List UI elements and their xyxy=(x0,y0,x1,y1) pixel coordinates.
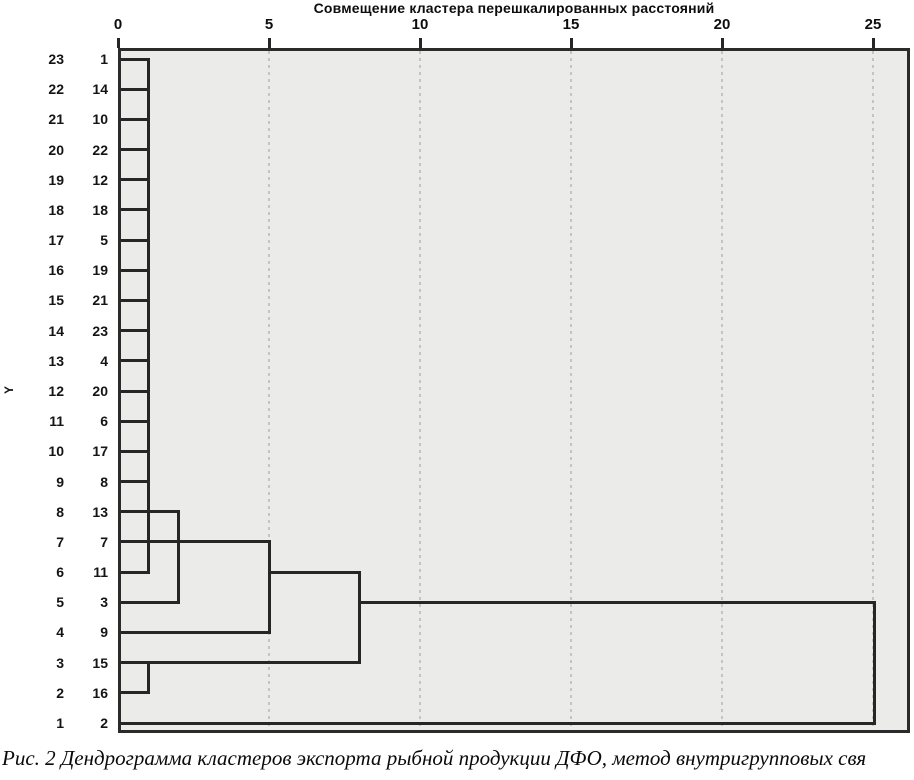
dendrogram-segment xyxy=(121,600,180,604)
dendrogram-segment xyxy=(121,419,150,423)
row-case-label: 20 xyxy=(92,383,108,399)
axis-tick-label: 25 xyxy=(864,16,882,33)
dashed-gridline xyxy=(721,51,723,730)
row-position-label: 16 xyxy=(48,262,64,279)
row-case-label: 8 xyxy=(100,473,108,490)
row-case-label: 15 xyxy=(92,654,108,671)
dendrogram-segment xyxy=(121,630,271,634)
row-position-label: 20 xyxy=(48,141,64,158)
dashed-gridline xyxy=(268,51,270,730)
dashed-gridline xyxy=(419,51,421,730)
dendrogram-segment xyxy=(121,87,150,91)
dendrogram-segment xyxy=(121,480,150,484)
row-case-label: 4 xyxy=(100,352,108,369)
dendrogram-segment xyxy=(358,600,876,604)
figure-caption: Рис. 2 Дендрограмма кластеров экспорта р… xyxy=(2,746,867,770)
row-position-label: 7 xyxy=(56,533,64,550)
dendrogram-segment xyxy=(121,570,150,574)
dendrogram-segment xyxy=(121,449,150,453)
dendrogram-segment xyxy=(121,389,150,393)
dendrogram-segment xyxy=(121,661,362,665)
row-position-label: 11 xyxy=(49,413,64,430)
row-position-label: 17 xyxy=(48,232,64,249)
dendrogram-segment xyxy=(146,57,150,574)
row-position-label: 18 xyxy=(48,201,64,218)
plot-area xyxy=(118,48,910,733)
row-case-label: 5 xyxy=(100,232,108,249)
dendrogram-segment xyxy=(121,721,876,725)
axis-tick-label: 5 xyxy=(264,16,274,33)
row-case-label: 6 xyxy=(100,413,108,430)
row-position-label: 10 xyxy=(48,443,64,460)
row-position-label: 1 xyxy=(56,715,64,731)
dendrogram-segment xyxy=(121,268,150,272)
axis-tick-label: 0 xyxy=(113,16,123,33)
row-position-label: 23 xyxy=(48,51,64,67)
row-position-label: 12 xyxy=(48,383,64,399)
row-position-label: 15 xyxy=(48,292,64,309)
row-position-label: 9 xyxy=(56,473,64,490)
row-case-label: 12 xyxy=(92,171,108,188)
row-position-label: 6 xyxy=(56,564,64,581)
dendrogram-segment xyxy=(121,329,150,333)
row-case-label: 22 xyxy=(92,141,108,158)
row-case-label: 7 xyxy=(100,533,108,550)
axis-tick-mark xyxy=(418,38,422,48)
row-position-label: 14 xyxy=(48,322,64,339)
axis-tick-label: 20 xyxy=(713,16,731,33)
axis-tick-mark xyxy=(267,38,271,48)
row-case-label: 14 xyxy=(92,81,108,98)
row-case-label: 11 xyxy=(93,564,108,581)
axis-tick-label: 15 xyxy=(562,16,580,33)
dendrogram-segment xyxy=(121,359,150,363)
dendrogram-segment xyxy=(121,298,150,302)
row-position-label: 21 xyxy=(48,111,64,128)
row-case-label: 13 xyxy=(92,503,108,520)
row-position-label: 8 xyxy=(56,503,64,520)
row-position-label: 5 xyxy=(56,594,64,611)
chart-title: Совмещение кластера перешкалированных ра… xyxy=(313,0,715,16)
dendrogram-segment xyxy=(176,510,180,604)
axis-tick-mark xyxy=(116,38,120,48)
row-position-label: 22 xyxy=(48,81,64,98)
row-case-label: 17 xyxy=(92,443,108,460)
dendrogram-segment xyxy=(267,570,362,574)
dendrogram-segment xyxy=(121,510,180,514)
row-case-label: 3 xyxy=(100,594,108,611)
dendrogram-segment xyxy=(121,148,150,152)
dashed-gridline xyxy=(570,51,572,730)
row-position-label: 13 xyxy=(48,352,64,369)
axis-tick-mark xyxy=(871,38,875,48)
dendrogram-segment xyxy=(121,238,150,242)
dashed-gridline xyxy=(872,51,874,730)
dendrogram-segment xyxy=(121,57,150,61)
dendrogram-segment xyxy=(121,117,150,121)
dendrogram-segment xyxy=(267,540,271,634)
row-case-label: 10 xyxy=(92,111,108,128)
row-case-label: 9 xyxy=(100,624,108,641)
row-case-label: 16 xyxy=(92,684,108,701)
row-case-label: 18 xyxy=(92,201,108,218)
axis-tick-label: 10 xyxy=(411,16,429,33)
row-case-label: 21 xyxy=(92,292,108,309)
row-position-label: 3 xyxy=(56,654,64,671)
axis-tick-mark xyxy=(569,38,573,48)
dendrogram-segment xyxy=(121,691,150,695)
dendrogram-segment xyxy=(121,540,271,544)
row-case-label: 1 xyxy=(100,51,108,67)
dendrogram-segment xyxy=(121,208,150,212)
dendrogram-segment xyxy=(358,570,362,665)
dendrogram-segment xyxy=(121,178,150,182)
row-case-label: 19 xyxy=(92,262,108,279)
row-position-label: 19 xyxy=(48,171,64,188)
dendrogram-segment xyxy=(873,600,876,725)
row-case-label: 23 xyxy=(92,322,108,339)
row-case-label: 2 xyxy=(100,715,108,731)
axis-tick-mark xyxy=(720,38,724,48)
dendrogram-segment xyxy=(146,661,150,695)
row-position-label: 4 xyxy=(56,624,64,641)
row-position-label: 2 xyxy=(56,684,64,701)
